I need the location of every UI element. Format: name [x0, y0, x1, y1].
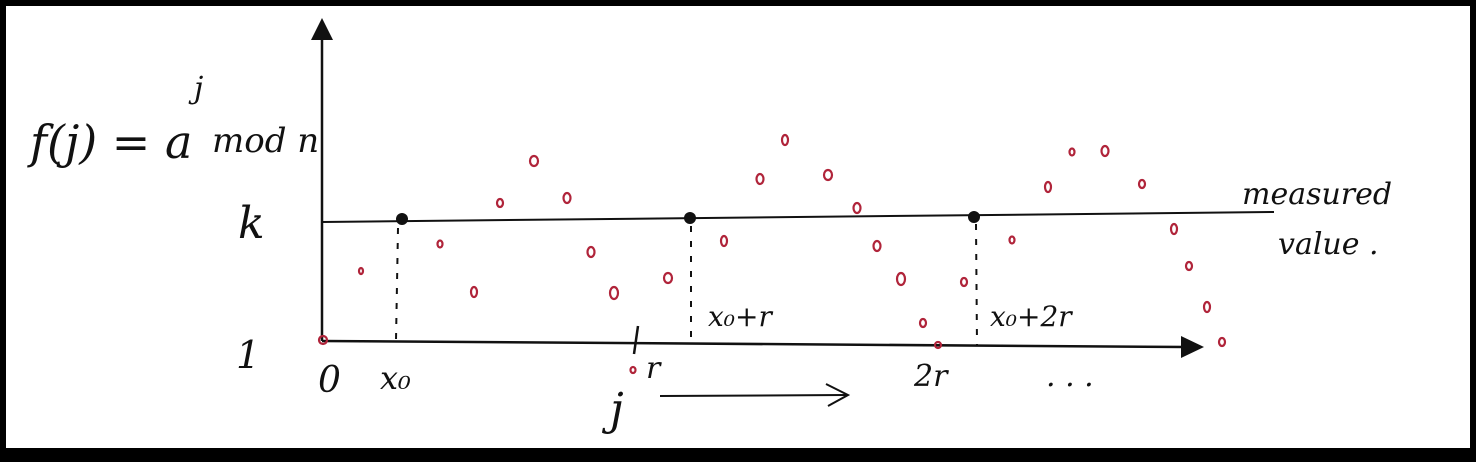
- intersection-dot-x0-plus-2r: [968, 211, 980, 223]
- intersection-dot-x0: [396, 213, 408, 225]
- r-tick: [632, 325, 640, 355]
- function-point: [1184, 260, 1194, 272]
- function-point: [469, 285, 479, 299]
- function-point: [1100, 144, 1110, 158]
- function-point: [586, 245, 596, 259]
- function-point: [872, 239, 882, 253]
- function-point: [1008, 235, 1016, 245]
- diagram-canvas: f(j) = a j mod n k 1 0 x₀ r 2r x₀+r x₀+2…: [27, 18, 1392, 435]
- function-point: [1169, 222, 1179, 236]
- x0-plus-2r-dashed-line: [975, 223, 978, 346]
- x0-label: x₀: [380, 359, 411, 397]
- function-value-points: [317, 133, 1227, 375]
- function-point: [629, 365, 637, 375]
- function-point: [852, 201, 862, 215]
- j-direction-arrowhead: [825, 383, 851, 407]
- function-point: [780, 133, 790, 147]
- x0-dashed-line: [395, 227, 399, 341]
- function-point: [662, 271, 674, 285]
- function-point: [1137, 178, 1147, 190]
- function-point: [436, 239, 444, 249]
- x0-plus-2r-label: x₀+2r: [990, 300, 1073, 333]
- r-label: r: [646, 351, 662, 386]
- function-point: [1217, 336, 1227, 348]
- function-point: [1043, 180, 1053, 194]
- measured-value-line: [321, 211, 1275, 223]
- j-direction-line: [659, 394, 847, 397]
- function-tail-label: mod n: [212, 121, 319, 161]
- exponent-label: j: [188, 71, 203, 106]
- ellipsis-label: . . .: [1046, 359, 1094, 394]
- function-point: [719, 234, 729, 248]
- x-axis: [321, 339, 1187, 349]
- function-point: [528, 154, 540, 168]
- function-point: [317, 334, 329, 346]
- intersection-dot-x0-plus-r: [684, 212, 696, 224]
- whiteboard: f(j) = a j mod n k 1 0 x₀ r 2r x₀+r x₀+2…: [6, 6, 1470, 448]
- function-label: f(j) = a: [27, 115, 192, 169]
- x0-plus-r-label: x₀+r: [708, 300, 773, 333]
- two-r-label: 2r: [913, 359, 949, 394]
- function-point: [755, 172, 765, 186]
- x-axis-arrowhead: [1181, 336, 1204, 358]
- measured-label: measured: [1242, 177, 1392, 212]
- function-point: [1202, 300, 1212, 314]
- function-point: [357, 266, 365, 276]
- function-point: [608, 285, 620, 301]
- j-axis-label: j: [601, 384, 624, 435]
- origin-label: 0: [318, 360, 341, 401]
- function-point: [895, 271, 907, 287]
- y-axis-arrowhead: [311, 18, 333, 40]
- function-point: [959, 276, 969, 288]
- value-label: value .: [1278, 227, 1379, 262]
- function-point: [1068, 147, 1076, 157]
- function-point: [933, 340, 943, 350]
- function-point: [495, 197, 505, 209]
- k-label: k: [238, 198, 265, 249]
- function-point: [918, 317, 928, 329]
- function-point: [562, 191, 572, 205]
- function-point: [822, 168, 834, 182]
- one-label: 1: [236, 333, 260, 377]
